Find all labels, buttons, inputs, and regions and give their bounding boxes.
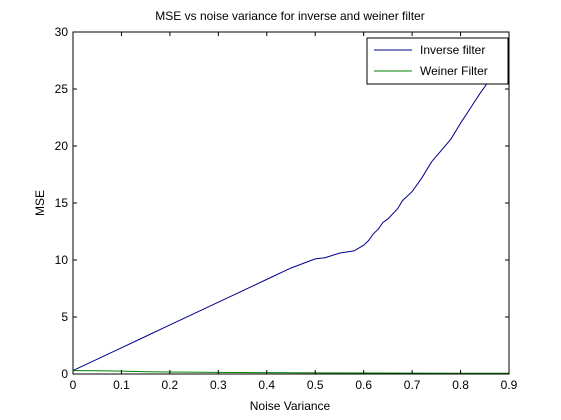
y-tick-label-6: 30 (55, 25, 69, 39)
y-tick-label-2: 10 (55, 253, 69, 267)
y-axis-label: MSE (33, 190, 47, 216)
x-tick-label-5: 0.5 (307, 378, 324, 392)
legend-label-inverse: Inverse filter (420, 43, 485, 57)
x-tick-label-3: 0.3 (210, 378, 227, 392)
chart-title: MSE vs noise variance for inverse and we… (155, 9, 424, 23)
x-tick-label-6: 0.6 (355, 378, 372, 392)
y-tick-label-1: 5 (61, 310, 68, 324)
x-tick-label-8: 0.8 (452, 378, 469, 392)
y-tick-label-4: 20 (55, 139, 69, 153)
y-tick-label-0: 0 (61, 367, 68, 381)
legend: Inverse filter Weiner Filter (367, 38, 508, 84)
x-tick-label-9: 0.9 (501, 378, 518, 392)
x-axis-label: Noise Variance (250, 399, 331, 413)
x-tick-label-1: 0.1 (113, 378, 130, 392)
y-tick-label-3: 15 (55, 196, 69, 210)
y-tick-label-5: 25 (55, 82, 69, 96)
x-tick-label-7: 0.7 (404, 378, 421, 392)
legend-label-weiner: Weiner Filter (420, 64, 488, 78)
x-tick-label-0: 0 (70, 378, 77, 392)
x-tick-label-2: 0.2 (162, 378, 179, 392)
x-tick-label-4: 0.4 (258, 378, 275, 392)
